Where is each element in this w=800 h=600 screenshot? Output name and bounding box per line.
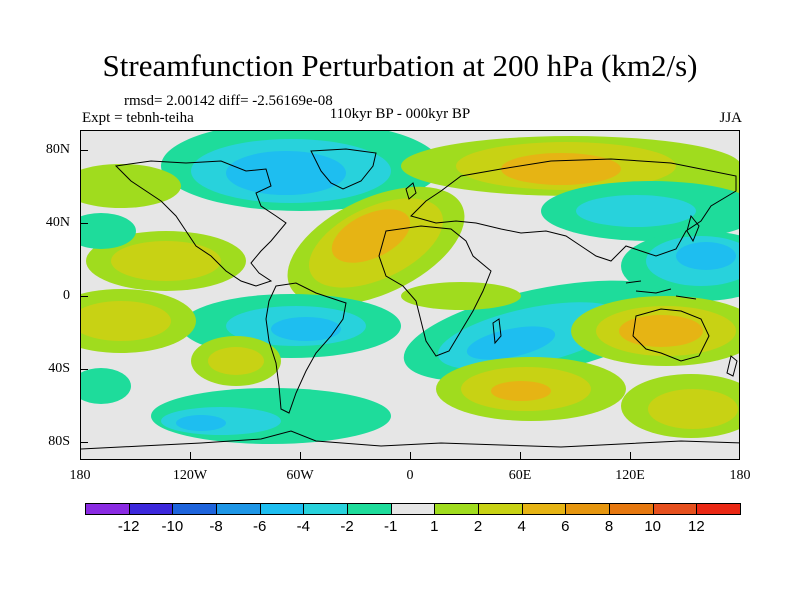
lat-tick-80s bbox=[80, 442, 88, 443]
colorbar-label: -8 bbox=[209, 518, 223, 535]
colorbar-label: 12 bbox=[687, 518, 705, 535]
colorbar-swatch bbox=[390, 503, 436, 515]
colorbar-label: 4 bbox=[517, 518, 526, 535]
lat-tick-80n bbox=[80, 150, 88, 151]
coast-eurasia bbox=[410, 158, 737, 262]
coast-australia bbox=[632, 308, 710, 362]
coast-uk bbox=[405, 182, 417, 200]
field-equator-green bbox=[401, 282, 521, 310]
coast-indonesia bbox=[625, 280, 697, 300]
field-spac-yellow bbox=[81, 301, 171, 341]
lat-tick-0 bbox=[80, 296, 88, 297]
lon-tick-120w bbox=[190, 452, 191, 460]
chart-title: Streamfunction Perturbation at 200 hPa (… bbox=[102, 48, 698, 83]
field-atlantic-orange bbox=[331, 209, 411, 263]
field-asia-cyan bbox=[676, 242, 736, 270]
colorbar-swatch bbox=[85, 503, 130, 515]
lat-label-40n: 40N bbox=[45, 215, 70, 230]
colorbar-swatch bbox=[652, 503, 698, 515]
lon-label-0: 0 bbox=[406, 468, 414, 483]
coast-new-zealand bbox=[726, 355, 738, 377]
colorbar-swatch bbox=[259, 503, 305, 515]
colorbar-label: -2 bbox=[340, 518, 354, 535]
colorbar-label: -10 bbox=[161, 518, 184, 535]
lat-tick-40n bbox=[80, 223, 88, 224]
colorbar-label: 8 bbox=[604, 518, 614, 535]
lon-label-120w: 120W bbox=[172, 468, 208, 483]
season-label: JJA bbox=[719, 110, 742, 126]
field-sw-polar-cyan bbox=[176, 415, 226, 431]
coast-japan bbox=[686, 214, 700, 243]
coastlines bbox=[81, 148, 739, 450]
coast-greenland bbox=[310, 148, 377, 190]
colorbar-swatch bbox=[609, 503, 654, 515]
lat-label-40s: 40S bbox=[48, 361, 70, 376]
lon-tick-0 bbox=[410, 452, 411, 460]
field-aus-orange bbox=[619, 315, 703, 347]
lat-label-0: 0 bbox=[63, 288, 70, 303]
coast-africa bbox=[378, 225, 492, 357]
lat-label-80n: 80N bbox=[45, 142, 70, 157]
field-n-europe-orange bbox=[501, 153, 621, 185]
stats-text: rmsd= 2.00142 diff= -2.56169e-08 bbox=[124, 93, 333, 109]
field-nw-pacific-teal bbox=[81, 213, 136, 249]
experiment-label: Expt = tebnh-teiha bbox=[82, 110, 194, 126]
colorbar-label: 1 bbox=[430, 518, 439, 535]
field-se-yellow bbox=[648, 389, 738, 429]
lon-label-60e: 60E bbox=[508, 468, 532, 483]
field-samerica-w-yellow bbox=[208, 347, 264, 375]
lon-label-60w: 60W bbox=[286, 468, 314, 483]
period-label: 110kyr BP - 000kyr BP bbox=[329, 106, 471, 122]
lon-tick-120e bbox=[630, 452, 631, 460]
colorbar-swatch bbox=[128, 503, 174, 515]
field-nw-green bbox=[81, 164, 181, 208]
colorbar-swatch bbox=[172, 503, 217, 515]
colorbar-label: 2 bbox=[473, 518, 483, 535]
lon-label-120e: 120E bbox=[615, 468, 645, 483]
field-westpac-teal bbox=[576, 195, 696, 227]
lat-tick-40s bbox=[80, 369, 88, 370]
map-plot bbox=[80, 130, 740, 460]
lon-tick-60w bbox=[300, 452, 301, 460]
coast-south-america bbox=[265, 282, 347, 414]
lon-label-180e: 180 bbox=[729, 468, 751, 483]
colorbar-swatch bbox=[434, 503, 479, 515]
field-n-greenland-cyan bbox=[226, 151, 346, 195]
lon-label-180w: 180 bbox=[69, 468, 91, 483]
contour-fields bbox=[81, 131, 739, 444]
lat-label-80s: 80S bbox=[48, 434, 70, 449]
coast-madagascar bbox=[492, 318, 502, 345]
colorbar bbox=[85, 503, 741, 515]
colorbar-label: -4 bbox=[296, 518, 310, 535]
field-far-sw-green bbox=[81, 368, 131, 404]
colorbar-swatch bbox=[521, 503, 567, 515]
colorbar-swatch bbox=[303, 503, 348, 515]
field-s-atlantic-cyan bbox=[271, 317, 341, 341]
field-southern-ocean-orange bbox=[491, 381, 551, 401]
colorbar-label: -6 bbox=[252, 518, 267, 535]
colorbar-label: -1 bbox=[383, 518, 398, 535]
field-indian-cyan bbox=[466, 326, 556, 360]
colorbar-swatch bbox=[696, 503, 741, 515]
colorbar-swatch bbox=[216, 503, 261, 515]
coast-north-america bbox=[114, 160, 287, 287]
coast-antarctica bbox=[81, 430, 739, 450]
field-pacific-e-yellow bbox=[111, 241, 221, 281]
colorbar-swatch bbox=[478, 503, 523, 515]
colorbar-label: 10 bbox=[644, 518, 661, 535]
colorbar-label: 6 bbox=[561, 518, 570, 535]
lon-tick-60e bbox=[520, 452, 521, 460]
colorbar-swatch bbox=[565, 503, 610, 515]
colorbar-swatch bbox=[347, 503, 392, 515]
colorbar-label: -12 bbox=[117, 518, 140, 535]
map-canvas bbox=[81, 131, 739, 459]
